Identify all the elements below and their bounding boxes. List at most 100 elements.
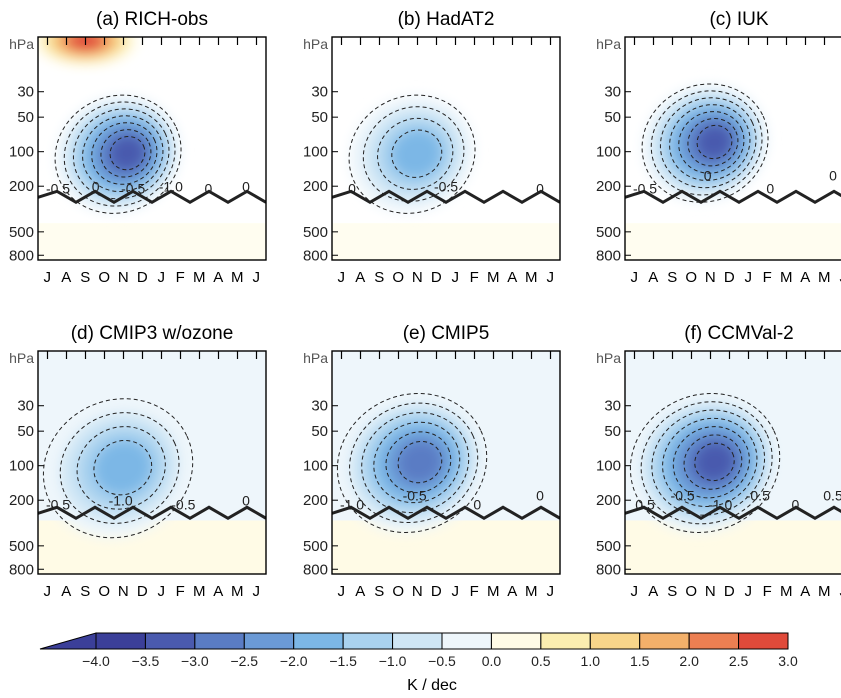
pressure-tick-label: 200 <box>303 492 328 509</box>
contour-label: 0.5 <box>635 496 655 512</box>
month-tick-label: J <box>338 583 346 600</box>
pressure-tick-label: 30 <box>311 84 328 101</box>
month-tick-label: A <box>61 269 72 286</box>
contour-label: -1.0 <box>109 493 133 509</box>
pressure-tick-label: 200 <box>596 492 621 509</box>
pressure-tick-label: 500 <box>596 538 621 555</box>
panel-field: 0 -0.5 0 <box>332 37 560 260</box>
negative-contour <box>672 426 750 499</box>
colorbar-tick-label: 2.0 <box>679 653 699 669</box>
month-tick-label: D <box>431 583 442 600</box>
colorbar-swatch <box>688 632 740 650</box>
month-tick-label: J <box>44 583 52 600</box>
panel-field: -1.0 -0.5 0 0 <box>332 351 560 574</box>
month-tick-label: O <box>685 583 697 600</box>
pressure-unit-label: hPa <box>303 350 328 366</box>
month-tick-label: O <box>392 269 404 286</box>
month-tick-label: N <box>705 583 716 600</box>
panel-title: (b) HadAT2 <box>398 9 495 30</box>
pressure-tick-label: 50 <box>604 109 621 126</box>
month-tick-label: J <box>452 269 460 286</box>
negative-contour <box>373 421 461 504</box>
negative-contour <box>694 442 735 482</box>
negative-contour <box>650 90 763 196</box>
month-tick-label: J <box>44 269 52 286</box>
colorbar-tick-label: −4.0 <box>82 653 110 669</box>
colorbar-tick-label: −1.0 <box>379 653 407 669</box>
colorbar-swatch <box>639 632 690 650</box>
anomaly-level <box>697 125 732 159</box>
pressure-tick-label: 50 <box>604 423 621 440</box>
pressure-tick-label: 200 <box>303 178 328 195</box>
contour-label: -0.5 <box>46 180 70 196</box>
month-tick-label: J <box>253 583 261 600</box>
contour-label: -1.0 <box>340 496 364 512</box>
month-tick-label: D <box>137 583 148 600</box>
contour-label: 0 <box>242 493 250 509</box>
month-tick-label: F <box>763 583 773 600</box>
contour-label: 0 <box>792 496 800 512</box>
anomaly-blob <box>630 393 780 533</box>
month-tick-label: M <box>487 583 500 600</box>
pressure-tick-label: 50 <box>311 109 328 126</box>
negative-contour <box>687 117 739 167</box>
month-tick-label: A <box>648 583 659 600</box>
field-warm-region <box>38 223 266 260</box>
negative-contour <box>93 440 153 496</box>
negative-contour <box>651 409 766 516</box>
colorbar-tick-label: 1.0 <box>581 653 601 669</box>
month-tick-label: A <box>61 583 72 600</box>
pressure-tick-label: 500 <box>596 224 621 241</box>
colorbar-swatch <box>738 632 789 650</box>
negative-contour <box>76 426 166 510</box>
pressure-tick-label: 100 <box>596 458 621 475</box>
month-tick-label: J <box>745 269 753 286</box>
month-tick-label: F <box>176 269 186 286</box>
zero-contour <box>625 505 841 521</box>
contour-label: 0 <box>766 180 774 196</box>
pressure-tick-label: 50 <box>17 109 34 126</box>
month-tick-label: S <box>667 583 678 600</box>
month-tick-label: N <box>705 269 716 286</box>
contour-label: -1.0 <box>159 179 183 195</box>
month-tick-label: O <box>98 583 110 600</box>
contour-label: -0.5 <box>171 496 195 512</box>
month-tick-label: A <box>355 269 366 286</box>
pressure-tick-label: 500 <box>9 538 34 555</box>
month-tick-label: J <box>745 583 753 600</box>
colorbar-units-label: K / dec <box>407 677 457 694</box>
pressure-tick-label: 500 <box>303 538 328 555</box>
month-tick-label: A <box>355 583 366 600</box>
panel-1: (a) RICH-obs -0.5 0 -0.5 -1.0 0 0 hPa 30 50 100 200… <box>9 9 267 286</box>
negative-contour <box>63 101 176 207</box>
panel-frame <box>331 350 561 575</box>
pressure-tick-label: 200 <box>596 178 621 195</box>
month-tick-label: F <box>176 583 186 600</box>
zero-contour <box>38 189 266 205</box>
colorbar-tick-label: −3.5 <box>132 653 160 669</box>
contour-label: -1.0 <box>708 496 732 512</box>
month-tick-label: M <box>818 269 831 286</box>
anomaly-level <box>110 136 145 170</box>
panel-title: (a) RICH-obs <box>96 9 208 30</box>
contour-label: -0.5 <box>633 180 657 196</box>
pressure-unit-label: hPa <box>596 350 621 366</box>
panel-field: -0.5 -1.0 -0.5 0 <box>38 351 266 574</box>
colorbar-swatch <box>441 632 492 650</box>
negative-contour <box>678 111 745 174</box>
negative-contour <box>397 440 443 484</box>
month-tick-label: M <box>818 583 831 600</box>
colorbar-swatch <box>293 632 344 650</box>
month-tick-label: M <box>231 269 244 286</box>
pressure-tick-label: 30 <box>17 84 34 101</box>
negative-contour <box>349 402 479 524</box>
colorbar-swatch <box>589 632 641 650</box>
contour-label: 0 <box>829 168 837 184</box>
colorbar-swatch <box>144 632 196 650</box>
pressure-unit-label: hPa <box>303 36 328 52</box>
pressure-tick-label: 800 <box>9 561 34 578</box>
pressure-tick-label: 500 <box>303 224 328 241</box>
month-tick-label: M <box>231 583 244 600</box>
colorbar-tick-label: 1.5 <box>630 653 650 669</box>
